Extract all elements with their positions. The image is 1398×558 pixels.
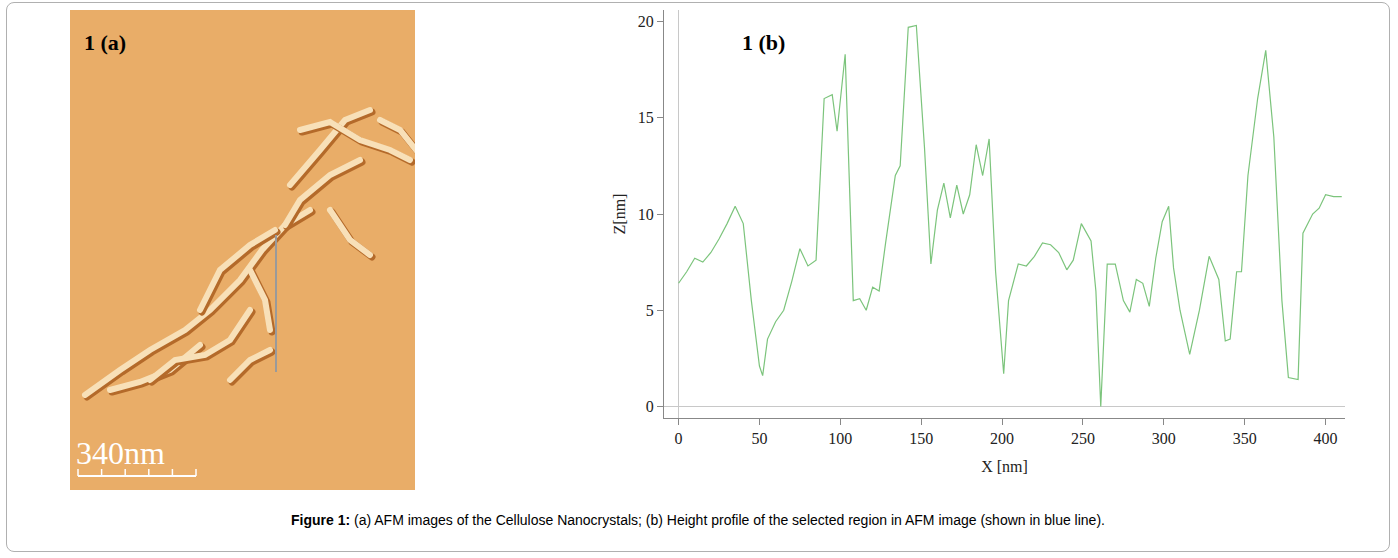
svg-text:0: 0	[646, 398, 654, 415]
html-text:1 (b): 1 (b)	[742, 30, 786, 55]
svg-text:Z[nm]: Z[nm]	[611, 194, 628, 235]
svg-text:50: 50	[751, 430, 767, 447]
svg-text:400: 400	[1314, 430, 1338, 447]
svg-text:X [nm]: X [nm]	[981, 458, 1028, 475]
svg-text:5: 5	[646, 302, 654, 319]
svg-text:150: 150	[909, 430, 933, 447]
svg-text:250: 250	[1071, 430, 1095, 447]
svg-text:0: 0	[675, 430, 683, 447]
svg-text:10: 10	[638, 206, 654, 223]
svg-text:340nm: 340nm	[76, 435, 165, 471]
svg-text:350: 350	[1233, 430, 1257, 447]
svg-text:100: 100	[828, 430, 852, 447]
svg-text:15: 15	[638, 109, 654, 126]
svg-text:1 (a): 1 (a)	[84, 30, 126, 55]
html-text:Figure 1: (a) AFM images of th: Figure 1: (a) AFM images of the Cellulos…	[291, 512, 1105, 528]
svg-text:20: 20	[638, 13, 654, 30]
svg-text:200: 200	[990, 430, 1014, 447]
svg-text:300: 300	[1152, 430, 1176, 447]
